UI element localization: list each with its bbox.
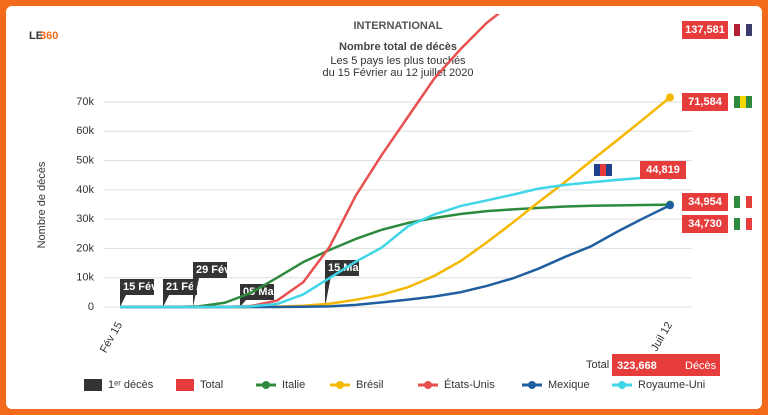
legend-dot (424, 381, 432, 389)
end-label-bg (682, 215, 728, 233)
flag (606, 164, 612, 176)
y-tick-label: 0 (88, 301, 94, 313)
annotation: 21 Fév (166, 281, 201, 293)
legend-label: 1ᵉʳ décès (108, 379, 154, 391)
end-label: 34,730 (688, 218, 722, 230)
legend-label: Brésil (356, 379, 384, 391)
legend-label: Total (200, 379, 223, 391)
annotation: 29 Fév (196, 264, 231, 276)
total-bg (612, 354, 720, 376)
flag (746, 196, 752, 208)
y-axis-label: Nombre de décès (36, 161, 48, 248)
total-unit: Décès (685, 360, 717, 372)
series-line (119, 203, 671, 309)
y-tick-label: 60k (76, 125, 94, 137)
legend-marker (176, 379, 194, 391)
annotation-pointer (193, 278, 199, 307)
flag (734, 196, 740, 208)
flag (734, 24, 740, 36)
chart-title: INTERNATIONAL (353, 20, 442, 32)
annotation-box (240, 284, 274, 300)
y-tick-label: 30k (76, 213, 94, 225)
legend-dot (336, 381, 344, 389)
y-tick-label: 20k (76, 242, 94, 254)
end-point (666, 93, 674, 102)
y-tick-label: 50k (76, 154, 94, 166)
flag (600, 164, 606, 176)
subtitle: Nombre total de décès (339, 41, 457, 53)
subtitle: Les 5 pays les plus touchés (330, 55, 466, 67)
end-label: 71,584 (688, 96, 723, 108)
annotation-box (163, 279, 197, 295)
annotation-pointer (120, 295, 126, 307)
y-tick-label: 70k (76, 96, 94, 108)
end-label-bg (682, 21, 728, 39)
subtitle: du 15 Février au 12 juillet 2020 (322, 67, 473, 79)
flag (594, 164, 600, 176)
annotation-pointer (163, 295, 169, 307)
flag (734, 218, 740, 230)
end-label-bg (682, 93, 728, 111)
legend-dot (618, 381, 626, 389)
end-label: 34,954 (688, 196, 723, 208)
end-label-bg (640, 161, 686, 179)
y-tick-label: 10k (76, 272, 94, 284)
end-label: 44,819 (646, 164, 680, 176)
plot (119, 14, 674, 309)
flag (740, 196, 746, 208)
end-label-bg (682, 193, 728, 211)
flag (746, 24, 752, 36)
annotation: 15 Fév (123, 281, 158, 293)
legend-dot (528, 381, 536, 389)
annotation-box (193, 262, 227, 278)
annotation: 05 Mar (243, 286, 279, 298)
flag (734, 96, 740, 108)
y-tick-label: 40k (76, 184, 94, 196)
series-line (120, 174, 671, 309)
flag (746, 218, 752, 230)
flag (746, 96, 752, 108)
end-label: 137,581 (685, 24, 725, 36)
annotation-pointer (325, 276, 331, 307)
legend-dot (262, 381, 270, 389)
legend-label: États-Unis (444, 378, 495, 391)
legend-label: Royaume-Uni (638, 379, 705, 391)
end-point (666, 201, 674, 210)
logo-prefix: LE (29, 30, 43, 42)
logo: 360 (40, 30, 58, 42)
flag (740, 96, 746, 108)
flag (740, 24, 746, 36)
legend-marker (84, 379, 102, 391)
flag (740, 218, 746, 230)
total-label: Total (586, 359, 609, 371)
total-box: Total 323,668 Décès (586, 354, 720, 376)
legend-label: Italie (282, 379, 305, 391)
total-value: 323,668 (617, 360, 657, 372)
annotation-box (120, 279, 154, 295)
legend-label: Mexique (548, 379, 590, 391)
